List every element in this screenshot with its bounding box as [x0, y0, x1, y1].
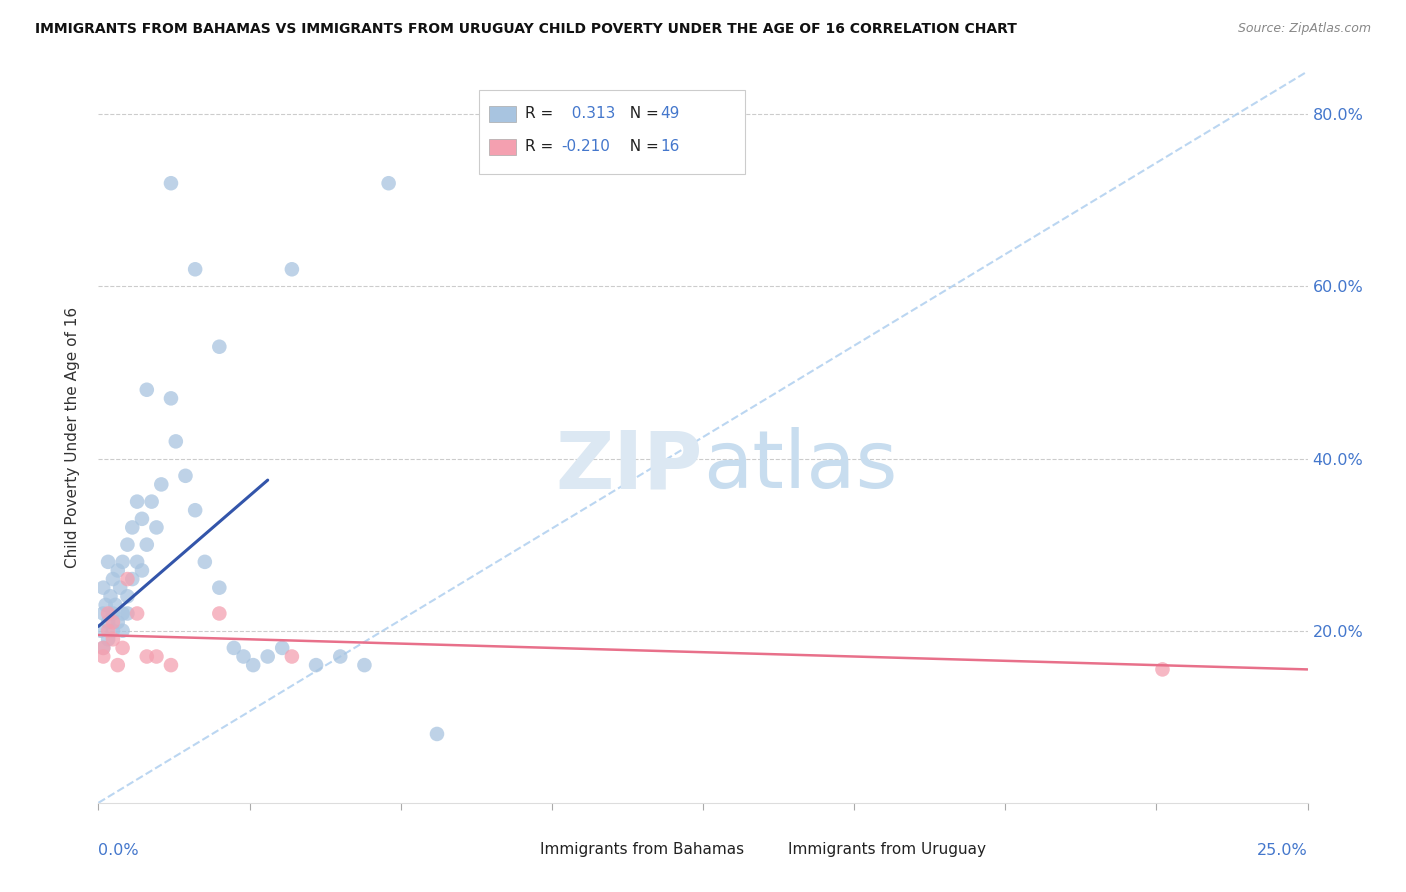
FancyBboxPatch shape	[479, 90, 745, 174]
Point	[101, 624, 124, 638]
Point	[150, 477, 173, 491]
FancyBboxPatch shape	[745, 841, 779, 859]
Point	[100, 589, 122, 603]
Point	[194, 555, 217, 569]
Point	[117, 538, 139, 552]
Point	[329, 649, 352, 664]
Point	[281, 262, 304, 277]
Text: 49: 49	[661, 106, 681, 121]
Point	[111, 640, 134, 655]
Point	[174, 468, 197, 483]
Point	[97, 555, 120, 569]
Point	[91, 640, 114, 655]
Point	[426, 727, 449, 741]
Point	[184, 503, 207, 517]
Point	[208, 607, 231, 621]
Point	[208, 340, 231, 354]
Point	[281, 649, 304, 664]
Point	[145, 520, 167, 534]
Point	[101, 632, 124, 647]
Text: N =: N =	[620, 106, 664, 121]
Text: Source: ZipAtlas.com: Source: ZipAtlas.com	[1237, 22, 1371, 36]
Point	[121, 520, 143, 534]
Point	[91, 581, 114, 595]
Point	[111, 555, 134, 569]
Text: IMMIGRANTS FROM BAHAMAS VS IMMIGRANTS FROM URUGUAY CHILD POVERTY UNDER THE AGE O: IMMIGRANTS FROM BAHAMAS VS IMMIGRANTS FR…	[35, 22, 1017, 37]
Text: 0.0%: 0.0%	[98, 843, 139, 858]
Point	[127, 607, 149, 621]
Text: 16: 16	[661, 139, 681, 154]
Point	[135, 383, 157, 397]
Point	[111, 607, 134, 621]
Point	[94, 598, 117, 612]
Point	[232, 649, 254, 664]
Point	[135, 538, 157, 552]
Text: ZIP: ZIP	[555, 427, 703, 506]
Text: N =: N =	[620, 139, 664, 154]
Point	[208, 581, 231, 595]
Point	[271, 640, 294, 655]
Point	[145, 649, 167, 664]
Point	[107, 615, 129, 629]
Point	[108, 581, 131, 595]
Point	[97, 615, 120, 629]
Point	[127, 555, 149, 569]
Text: R =: R =	[526, 139, 558, 154]
Point	[184, 262, 207, 277]
Point	[141, 494, 163, 508]
Text: R =: R =	[526, 106, 558, 121]
Point	[117, 572, 139, 586]
Point	[90, 624, 112, 638]
Text: 25.0%: 25.0%	[1257, 843, 1308, 858]
Point	[353, 658, 375, 673]
Text: Immigrants from Bahamas: Immigrants from Bahamas	[540, 842, 744, 857]
Point	[160, 176, 183, 190]
Point	[101, 572, 124, 586]
Point	[165, 434, 187, 449]
Point	[305, 658, 328, 673]
Text: -0.210: -0.210	[561, 139, 610, 154]
Point	[117, 589, 139, 603]
Point	[160, 392, 183, 406]
Point	[117, 607, 139, 621]
Point	[104, 598, 127, 612]
Point	[91, 649, 114, 664]
Y-axis label: Child Poverty Under the Age of 16: Child Poverty Under the Age of 16	[65, 307, 80, 567]
Point	[101, 607, 124, 621]
Text: Immigrants from Uruguay: Immigrants from Uruguay	[787, 842, 986, 857]
Point	[222, 640, 245, 655]
Point	[111, 624, 134, 638]
Point	[97, 632, 120, 647]
Point	[97, 624, 120, 638]
Point	[131, 512, 153, 526]
FancyBboxPatch shape	[498, 841, 531, 859]
Point	[256, 649, 278, 664]
Point	[91, 640, 114, 655]
Text: 0.313: 0.313	[561, 106, 614, 121]
Point	[121, 572, 143, 586]
Text: atlas: atlas	[703, 427, 897, 506]
Point	[131, 564, 153, 578]
Point	[1152, 662, 1174, 676]
Point	[107, 564, 129, 578]
FancyBboxPatch shape	[489, 138, 516, 154]
Point	[127, 494, 149, 508]
Point	[160, 658, 183, 673]
Point	[91, 607, 114, 621]
Point	[377, 176, 399, 190]
Point	[107, 658, 129, 673]
Point	[101, 615, 124, 629]
Point	[97, 607, 120, 621]
Point	[242, 658, 264, 673]
Point	[135, 649, 157, 664]
FancyBboxPatch shape	[489, 106, 516, 122]
